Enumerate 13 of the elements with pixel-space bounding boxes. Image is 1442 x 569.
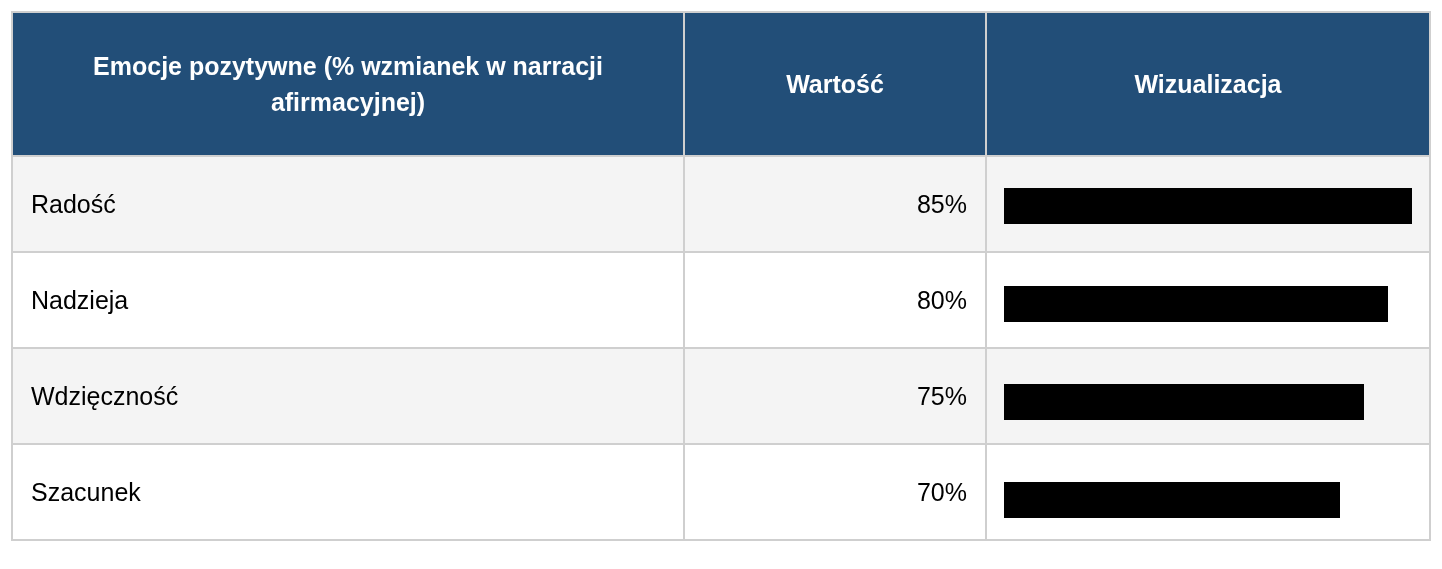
y-axis-title: Emocje pozytywne (% wzmianek w narracji afirmacyjnej) [12, 12, 684, 156]
data-label: 80% [684, 252, 986, 348]
bar [1004, 482, 1340, 518]
data-label: 75% [684, 348, 986, 444]
y-tick-label: Nadzieja [12, 252, 684, 348]
y-tick-label: Wdzięczność [12, 348, 684, 444]
text: Wizualizacja [986, 12, 1430, 156]
data-label: 70% [684, 444, 986, 540]
bar [1004, 286, 1388, 322]
y-tick-label: Radość [12, 156, 684, 252]
text: Wartość [684, 12, 986, 156]
y-tick-label: Szacunek [12, 444, 684, 540]
data-label: 85% [684, 156, 986, 252]
